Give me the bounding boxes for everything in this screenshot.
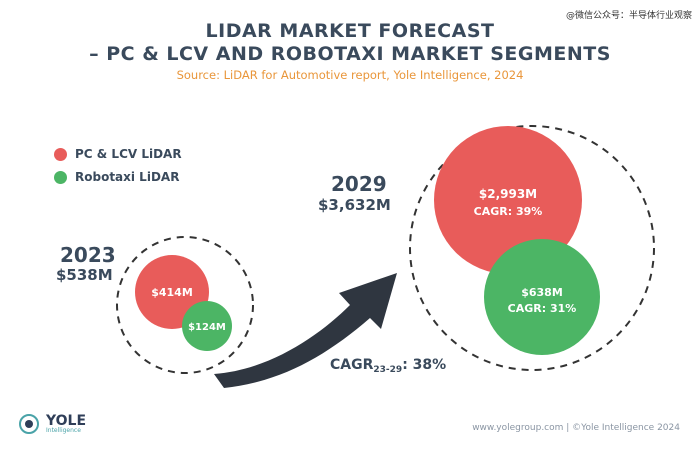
overall-cagr-value: : 38%	[402, 357, 447, 373]
bubble-label-2023-robo: $124M	[188, 322, 226, 333]
bubble-label-2029-robo: $638M	[521, 286, 563, 299]
legend-item-robotaxi: Robotaxi LiDAR	[54, 170, 179, 184]
total-2029-label: $3,632M	[318, 196, 391, 214]
bubble-cagr-2029-robo: CAGR: 31%	[508, 302, 577, 315]
bubble-label-2023-pc: $414M	[151, 286, 193, 299]
legend-label-pc-lcv: PC & LCV LiDAR	[75, 147, 182, 161]
legend-swatch-robotaxi	[54, 170, 67, 184]
logo-name: YOLE	[46, 413, 87, 429]
legend-item-pc-lcv: PC & LCV LiDAR	[54, 147, 182, 161]
bubble-2023-robotaxi	[182, 301, 232, 351]
year-2029-label: 2029	[331, 172, 387, 196]
overall-cagr-prefix: CAGR	[330, 357, 374, 373]
chart-title: LIDAR MARKET FORECAST	[205, 20, 495, 42]
yole-logo: YOLE Intelligence	[18, 413, 86, 435]
overall-cagr-period: 23-29	[373, 365, 403, 375]
watermark: @微信公众号：半导体行业观察	[565, 11, 692, 21]
legend-label-robotaxi: Robotaxi LiDAR	[75, 170, 180, 184]
logo-subtitle: Intelligence	[46, 427, 81, 434]
yole-logo-icon	[19, 414, 39, 434]
bubble-2029-pc-lcv	[434, 126, 582, 274]
growth-arrow	[214, 273, 397, 388]
year-2023-label: 2023	[60, 243, 116, 267]
overall-cagr: CAGR23-29: 38%	[330, 357, 446, 375]
bubble-cagr-2029-pc: CAGR: 39%	[474, 205, 543, 218]
footer-text: www.yolegroup.com | ©Yole Intelligence 2…	[472, 423, 680, 433]
chart-subtitle: – PC & LCV AND ROBOTAXI MARKET SEGMENTS	[89, 43, 611, 65]
bubble-label-2029-pc: $2,993M	[479, 187, 537, 201]
total-circle-2023	[116, 236, 254, 374]
total-2023-label: $538M	[56, 266, 113, 284]
total-circle-2029	[409, 125, 655, 371]
chart-source: Source: LiDAR for Automotive report, Yol…	[176, 68, 524, 82]
bubble-2029-robotaxi	[484, 239, 600, 355]
legend-swatch-pc-lcv	[54, 147, 67, 161]
